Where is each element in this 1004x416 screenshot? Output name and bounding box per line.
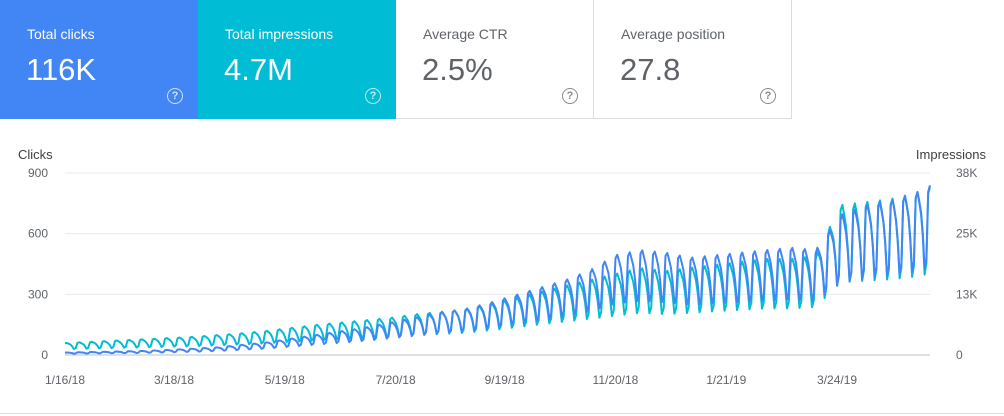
- total-clicks-card[interactable]: Total clicks 116K ?: [0, 0, 198, 119]
- average-position-value: 27.8: [620, 52, 681, 87]
- series-line-impressions: [64, 186, 931, 350]
- left-axis-title: Clicks: [18, 147, 53, 162]
- y-left-tick-label: 300: [28, 287, 48, 301]
- average-ctr-card[interactable]: Average CTR 2.5% ?: [396, 0, 594, 119]
- total-impressions-label: Total impressions: [225, 26, 334, 42]
- average-ctr-value: 2.5%: [422, 52, 493, 87]
- help-icon[interactable]: ?: [760, 88, 776, 104]
- average-ctr-label: Average CTR: [423, 26, 508, 42]
- metric-cards: Total clicks 116K ? Total impressions 4.…: [0, 0, 792, 119]
- right-axis-title: Impressions: [916, 147, 987, 162]
- x-tick-label: 3/24/19: [817, 373, 857, 387]
- series-line-clicks: [64, 185, 931, 355]
- average-position-label: Average position: [621, 26, 726, 42]
- average-position-card[interactable]: Average position 27.8 ?: [594, 0, 792, 119]
- y-right-tick-label: 25K: [956, 227, 977, 241]
- divider: [0, 413, 1004, 414]
- total-clicks-label: Total clicks: [27, 26, 95, 42]
- help-icon[interactable]: ?: [365, 88, 381, 104]
- x-tick-label: 1/16/18: [45, 373, 85, 387]
- help-icon[interactable]: ?: [562, 88, 578, 104]
- y-left-tick-label: 900: [28, 166, 48, 180]
- x-tick-label: 7/20/18: [376, 373, 416, 387]
- x-tick-label: 11/20/18: [593, 373, 639, 387]
- total-impressions-card[interactable]: Total impressions 4.7M ?: [198, 0, 396, 119]
- y-right-tick-label: 0: [956, 348, 963, 362]
- y-left-tick-label: 600: [28, 227, 48, 241]
- y-right-tick-label: 38K: [956, 166, 977, 180]
- x-tick-label: 9/19/18: [485, 373, 525, 387]
- x-tick-label: 1/21/19: [706, 373, 746, 387]
- x-tick-label: 3/18/18: [154, 373, 194, 387]
- help-icon[interactable]: ?: [167, 88, 183, 104]
- total-impressions-value: 4.7M: [224, 52, 293, 87]
- x-tick-label: 5/19/18: [265, 373, 305, 387]
- y-right-tick-label: 13K: [956, 287, 977, 301]
- y-left-tick-label: 0: [41, 348, 48, 362]
- total-clicks-value: 116K: [26, 52, 97, 87]
- performance-chart[interactable]: Clicks Impressions 900 600 300 0 38K 25K 13K 0…: [0, 119, 1004, 409]
